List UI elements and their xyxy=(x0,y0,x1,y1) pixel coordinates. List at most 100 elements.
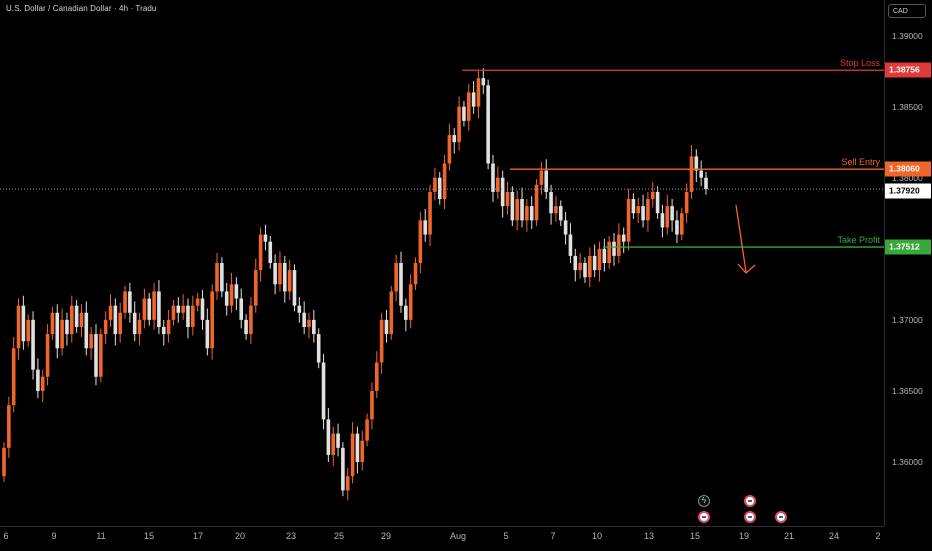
candle-body xyxy=(341,447,345,491)
candle-body xyxy=(181,305,185,313)
time-tick-label: 13 xyxy=(643,531,655,541)
candle-body xyxy=(302,312,306,327)
candle-body xyxy=(326,419,331,455)
candle-body xyxy=(40,376,45,391)
candle-body xyxy=(316,334,321,363)
lightning-event-icon[interactable]: ϟ xyxy=(698,495,710,507)
candle-body xyxy=(374,362,379,391)
candle-body xyxy=(253,270,258,306)
candle-body xyxy=(539,170,544,185)
candle-body xyxy=(94,334,98,377)
candle-body xyxy=(258,234,263,271)
candle-body xyxy=(292,270,297,306)
candle-body xyxy=(152,291,156,320)
candle-body xyxy=(365,419,369,441)
currency-badge[interactable]: CAD xyxy=(888,4,926,18)
candle-body xyxy=(132,312,137,335)
candle-body xyxy=(118,312,122,335)
candle-body xyxy=(607,241,611,263)
candle-body xyxy=(486,85,490,164)
candle-body xyxy=(249,305,253,335)
stop-loss-price-tag: 1.38756 xyxy=(885,62,931,78)
candle-body xyxy=(592,255,597,271)
candle-body xyxy=(16,305,21,349)
candle-body xyxy=(491,163,495,192)
candle-body xyxy=(520,199,524,221)
candle-body xyxy=(142,298,147,320)
candle-body xyxy=(679,213,684,235)
candle-body xyxy=(60,319,64,349)
time-tick-label: 6 xyxy=(3,531,9,541)
candle-body xyxy=(137,319,142,335)
candle-body xyxy=(99,334,103,377)
us-flag-event-icon[interactable] xyxy=(698,511,710,523)
sell-entry-price-tag: 1.38060 xyxy=(885,161,931,177)
candle-body xyxy=(355,433,360,463)
candle-body xyxy=(413,263,418,285)
candle-body xyxy=(50,312,55,335)
candle-body xyxy=(423,220,427,235)
candle-body xyxy=(220,263,224,292)
candle-body xyxy=(452,135,457,143)
candle-body xyxy=(370,390,374,420)
candle-body xyxy=(79,312,84,327)
candle-body xyxy=(2,447,6,477)
candle-body xyxy=(157,291,161,327)
time-axis[interactable] xyxy=(0,526,884,551)
candle-body xyxy=(55,312,60,349)
candle-body xyxy=(108,305,113,320)
candle-body xyxy=(26,319,31,342)
candle-body xyxy=(631,199,636,214)
candle-body xyxy=(670,206,674,221)
canada-flag-event-icon[interactable] xyxy=(744,511,756,523)
candle-body xyxy=(69,305,74,335)
candle-body xyxy=(31,319,35,370)
candle-body xyxy=(321,362,326,420)
candle-body xyxy=(244,319,248,335)
candle-body xyxy=(689,156,694,192)
price-axis[interactable] xyxy=(884,0,932,526)
candle-body xyxy=(239,298,244,320)
time-tick-label: 21 xyxy=(783,531,795,541)
time-tick-label: 9 xyxy=(51,531,57,541)
candle-body xyxy=(558,206,563,221)
candle-body xyxy=(103,319,108,335)
us-flag-event-icon[interactable] xyxy=(775,511,787,523)
candle-body xyxy=(476,78,481,107)
candle-body xyxy=(113,305,118,335)
candle-body xyxy=(278,263,282,285)
candle-body xyxy=(437,177,442,200)
candle-body xyxy=(128,291,132,313)
candle-body xyxy=(694,156,699,171)
candle-body xyxy=(554,206,558,214)
candle-body xyxy=(399,263,403,306)
candle-body xyxy=(500,177,505,207)
candle-body xyxy=(166,319,171,335)
candle-body xyxy=(205,319,210,349)
candle-body xyxy=(525,206,529,221)
candle-body xyxy=(428,191,432,235)
candle-body xyxy=(345,476,350,491)
candle-body xyxy=(389,291,394,335)
time-tick-label: 24 xyxy=(828,531,840,541)
candle-body xyxy=(161,326,166,335)
candle-body xyxy=(655,191,660,214)
candle-body xyxy=(147,298,152,320)
candle-body xyxy=(65,319,69,335)
candle-body xyxy=(617,234,621,256)
candle-body xyxy=(549,191,553,214)
candle-series xyxy=(2,68,708,501)
candle-body xyxy=(588,255,592,278)
candle-body xyxy=(234,284,239,299)
us-flag-event-icon[interactable] xyxy=(744,495,756,507)
candle-body xyxy=(89,334,93,349)
candle-body xyxy=(384,319,389,335)
stop-loss-label: Stop Loss xyxy=(839,58,880,69)
price-chart[interactable] xyxy=(0,0,884,526)
candle-body xyxy=(621,234,626,242)
candle-body xyxy=(496,177,500,192)
price-tick-label: 1.39000 xyxy=(892,30,923,41)
candle-body xyxy=(699,170,703,178)
candle-body xyxy=(191,305,195,327)
candle-body xyxy=(675,220,679,235)
